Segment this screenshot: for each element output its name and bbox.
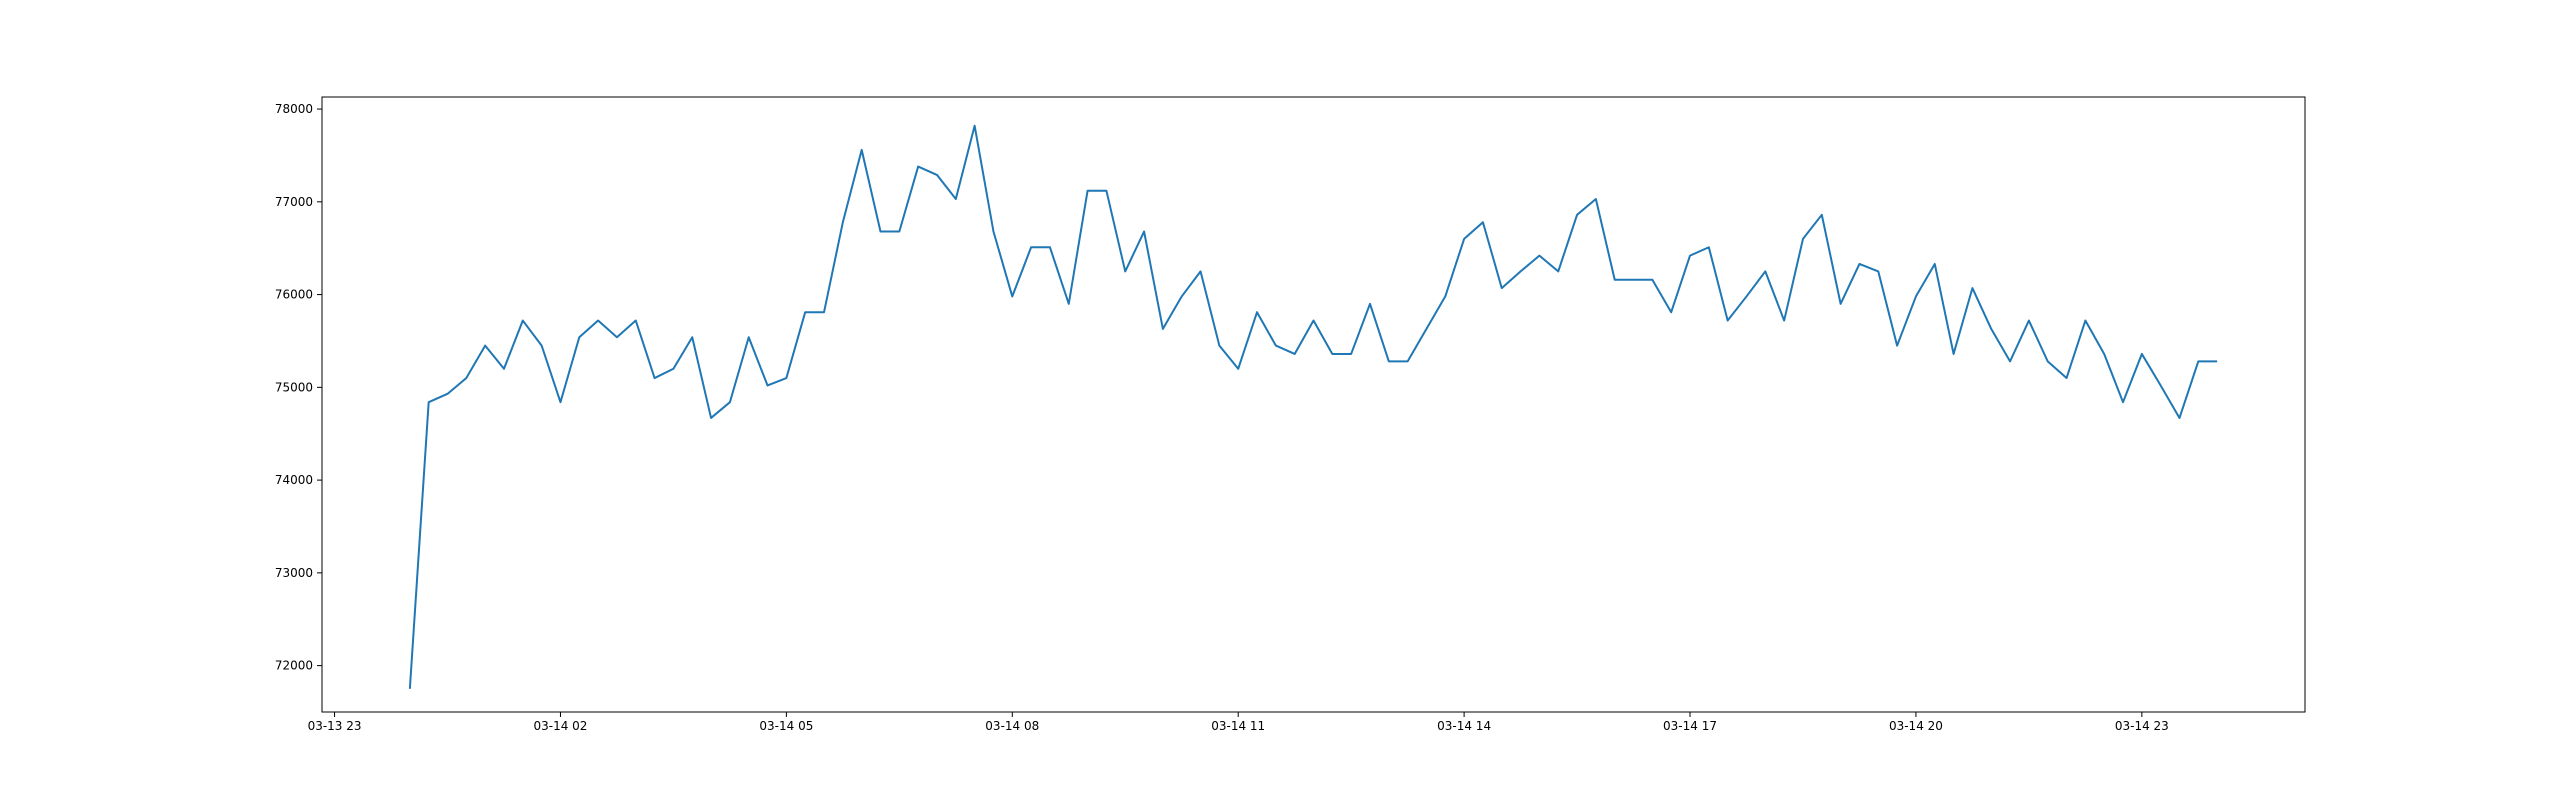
plot-area xyxy=(408,124,2218,689)
plot-frame xyxy=(321,96,2306,713)
x-tick-label: 03-14 20 xyxy=(1889,719,1943,733)
axes: 72000 73000 74000 75000 76000 77000 78000 03-13… xyxy=(275,96,2306,733)
x-tick-label: 03-14 02 xyxy=(533,719,587,733)
x-tick-label: 03-14 08 xyxy=(985,719,1039,733)
y-tick-label: 76000 xyxy=(275,288,313,302)
x-tick-label: 03-14 11 xyxy=(1211,719,1265,733)
x-tick-label: 03-14 23 xyxy=(2115,719,2169,733)
y-tick-label: 77000 xyxy=(275,195,313,209)
x-tick-label: 03-14 14 xyxy=(1437,719,1491,733)
y-tick-label: 78000 xyxy=(275,102,313,116)
series-line-0 xyxy=(408,124,2218,689)
y-tick-label: 74000 xyxy=(275,473,313,487)
x-tick-label: 03-13 23 xyxy=(308,719,362,733)
y-tick-label: 72000 xyxy=(275,659,313,673)
x-tick-label: 03-14 17 xyxy=(1663,719,1717,733)
y-tick-label: 73000 xyxy=(275,566,313,580)
x-tick-label: 03-14 05 xyxy=(759,719,813,733)
y-tick-label: 75000 xyxy=(275,380,313,394)
